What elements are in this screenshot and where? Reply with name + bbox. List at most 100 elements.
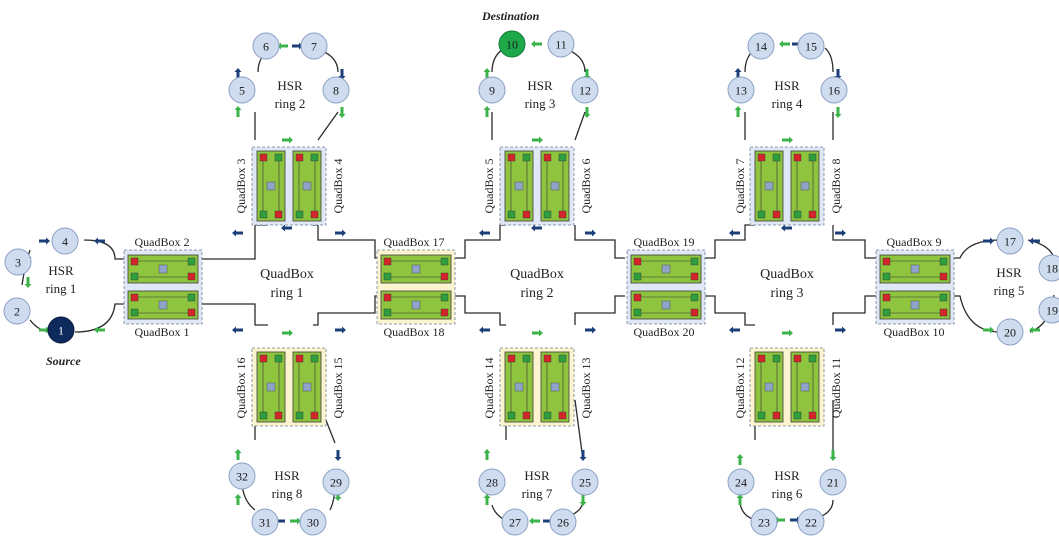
quadbox-port [310,153,319,162]
quadbox-switch [910,300,920,310]
quadbox-17 [380,254,452,284]
quadbox-label: QuadBox 9 [887,235,942,249]
arrow-green-icon [334,490,342,501]
quadbox-port [310,411,319,420]
quadbox-ring-label: ring 1 [270,286,303,301]
quadbox-port [187,257,196,266]
quadbox-port [690,308,699,317]
quadbox-switch [764,382,774,392]
arrow-green-icon [734,106,742,117]
quadbox-port [558,411,567,420]
hsr-node-4 [51,227,79,255]
hsr-ring-label: ring 3 [525,96,556,111]
hsr-node-number: 3 [15,256,21,270]
quadbox-label: QuadBox 2 [135,235,190,249]
arrow-green-icon [529,517,540,525]
quadbox-label: QuadBox 7 [733,159,747,214]
quadbox-switch [302,181,312,191]
arrow-green-icon [532,136,543,144]
arrow-green-icon [834,107,842,118]
arrow-blue-icon [39,237,50,245]
hsr-node-22 [797,508,825,536]
arrow-green-icon [39,326,50,334]
quadbox-port [808,354,817,363]
quadbox-label: QuadBox 4 [331,159,345,214]
arrow-green-icon [234,449,242,460]
quadbox-label: QuadBox 12 [733,358,747,419]
hsr-node-number: 17 [1004,235,1016,249]
quadbox-port [757,411,766,420]
quadbox-port [772,354,781,363]
arrow-blue-icon [531,224,542,232]
arrow-green-icon [779,40,790,48]
quadbox-label: QuadBox 5 [482,159,496,214]
quadbox-port [274,153,283,162]
quadbox-ring-label: QuadBox [760,267,814,282]
quadbox-port [259,354,268,363]
quadbox-switch [910,264,920,274]
quadbox-port [130,272,139,281]
hsr-node-6 [252,32,280,60]
hsr-node-28 [478,468,506,496]
arrow-blue-icon [334,450,342,461]
quadbox-pair [499,146,575,226]
quadbox-port [274,411,283,420]
quadbox-port [757,354,766,363]
hsr-node-number: 30 [307,516,319,530]
quadbox-port [522,354,531,363]
quadbox-16 [256,351,286,423]
quadbox-port [383,272,392,281]
hsr-node-32 [228,462,256,490]
quadbox-port [882,293,891,302]
hsr-node-7 [300,32,328,60]
quadbox-port [295,411,304,420]
link-line [702,295,755,326]
quadbox-port [793,153,802,162]
hsr-node-number: 13 [735,84,747,98]
hsr-ring-label: ring 5 [994,283,1025,298]
quadbox-port [522,153,531,162]
hsr-ring-label: ring 2 [275,96,306,111]
hsr-node-number: 12 [579,84,591,98]
quadbox-port [772,411,781,420]
hsr-node-number: 22 [805,516,817,530]
hsr-node-15 [797,32,825,60]
arrow-green-icon [94,326,105,334]
hsr-node-13 [727,76,755,104]
quadbox-port [507,411,516,420]
arrow-green-icon [736,494,744,505]
arrow-green-icon [290,517,301,525]
arrow-blue-icon [579,450,587,461]
hsr-ring-label: HSR [527,78,553,93]
quadbox-port [543,411,552,420]
quadbox-port [259,153,268,162]
hsr-node-27 [501,508,529,536]
arrow-blue-icon [335,229,346,237]
hsr-ring-label: ring 6 [772,486,803,501]
arrow-blue-icon [983,237,994,245]
quadbox-port [690,293,699,302]
quadbox-port [130,257,139,266]
quadbox-label: QuadBox 20 [634,325,695,339]
quadbox-pair [875,249,955,325]
quadbox-port [633,272,642,281]
hsr-ring-label: ring 4 [772,96,803,111]
quadbox-port [633,257,642,266]
hsr-node-number: 21 [827,476,839,490]
arrow-blue-icon [729,229,740,237]
quadbox-port [543,210,552,219]
quadbox-ring-label: QuadBox [260,267,314,282]
quadbox-4 [292,150,322,222]
quadbox-port [757,210,766,219]
quadbox-12 [754,351,784,423]
quadbox-port [440,272,449,281]
quadbox-port [882,272,891,281]
quadbox-pair [626,249,706,325]
quadbox-ring-label: ring 2 [520,286,553,301]
quadbox-port [690,257,699,266]
hsr-node-number: 23 [758,516,770,530]
source-caption: Source [46,354,81,368]
arrow-green-icon [234,494,242,505]
quadbox-label: QuadBox 17 [384,235,445,249]
